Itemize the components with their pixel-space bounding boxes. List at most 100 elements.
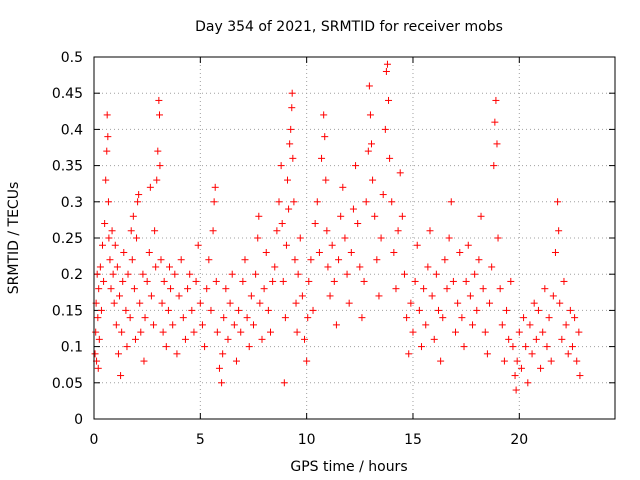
data-point xyxy=(100,277,108,285)
data-point xyxy=(422,321,430,329)
data-point xyxy=(511,372,519,380)
data-point xyxy=(492,96,500,104)
data-point xyxy=(556,299,564,307)
data-point xyxy=(362,198,370,206)
data-point xyxy=(303,357,311,365)
data-point xyxy=(201,343,209,351)
data-point xyxy=(503,306,511,314)
data-point xyxy=(207,306,215,314)
data-point xyxy=(118,328,126,336)
data-point xyxy=(296,234,304,242)
data-point xyxy=(337,212,345,220)
data-point xyxy=(103,147,111,155)
data-point xyxy=(318,154,326,162)
data-point xyxy=(104,133,112,141)
data-point xyxy=(160,277,168,285)
data-point xyxy=(488,263,496,271)
data-point xyxy=(323,227,331,235)
data-point xyxy=(534,306,542,314)
data-point xyxy=(500,357,508,365)
data-point xyxy=(267,328,275,336)
data-point xyxy=(388,198,396,206)
data-point xyxy=(479,285,487,293)
data-point xyxy=(286,140,294,148)
data-point xyxy=(113,263,121,271)
data-point xyxy=(428,292,436,300)
data-point xyxy=(369,176,377,184)
data-point xyxy=(135,191,143,199)
data-point xyxy=(321,133,329,141)
data-point xyxy=(252,270,260,278)
data-point xyxy=(573,357,581,365)
data-point xyxy=(224,335,232,343)
data-point xyxy=(232,357,240,365)
data-point xyxy=(498,321,506,329)
data-point xyxy=(262,248,270,256)
data-point xyxy=(281,314,289,322)
data-point xyxy=(122,306,130,314)
data-point xyxy=(107,285,115,293)
data-point xyxy=(103,111,111,119)
data-point xyxy=(111,241,119,249)
data-point xyxy=(289,154,297,162)
data-point xyxy=(169,321,177,329)
data-point xyxy=(173,350,181,358)
data-point xyxy=(322,176,330,184)
data-point xyxy=(505,335,513,343)
data-point xyxy=(381,125,389,133)
data-point xyxy=(313,198,321,206)
data-point xyxy=(243,314,251,322)
data-point xyxy=(235,306,243,314)
data-point xyxy=(203,285,211,293)
data-point xyxy=(255,212,263,220)
data-point xyxy=(405,350,413,358)
data-point xyxy=(513,357,521,365)
data-point xyxy=(430,335,438,343)
data-point xyxy=(400,270,408,278)
data-point xyxy=(383,60,391,68)
data-point xyxy=(549,292,557,300)
data-point xyxy=(439,314,447,322)
data-point xyxy=(120,248,128,256)
data-point xyxy=(458,314,466,322)
data-point xyxy=(477,212,485,220)
data-point xyxy=(112,321,120,329)
data-point xyxy=(539,328,547,336)
data-point xyxy=(424,263,432,271)
data-point xyxy=(562,321,570,329)
data-point xyxy=(315,248,323,256)
data-point xyxy=(141,314,149,322)
data-point xyxy=(104,198,112,206)
data-point xyxy=(432,270,440,278)
y-tick-labels: 0 0.05 0.1 0.15 0.2 0.25 0.3 0.35 0.4 0.45 0.5 xyxy=(52,50,83,428)
y-tick-label: 0.15 xyxy=(52,303,83,319)
data-point xyxy=(356,263,364,271)
data-point xyxy=(152,263,160,271)
data-point xyxy=(292,299,300,307)
plot-frame xyxy=(93,56,616,420)
data-point xyxy=(368,140,376,148)
data-point xyxy=(341,234,349,242)
data-point xyxy=(131,335,139,343)
data-point xyxy=(558,335,566,343)
data-point xyxy=(522,343,530,351)
data-point xyxy=(97,306,105,314)
data-point xyxy=(128,256,136,264)
data-point xyxy=(247,292,255,300)
data-point xyxy=(360,277,368,285)
data-point xyxy=(140,357,148,365)
data-point xyxy=(364,147,372,155)
data-point xyxy=(454,299,462,307)
data-point xyxy=(239,277,247,285)
data-point xyxy=(305,277,313,285)
data-point xyxy=(188,306,196,314)
data-point xyxy=(226,299,234,307)
data-point xyxy=(481,328,489,336)
x-tick-label: 15 xyxy=(404,432,422,448)
data-point xyxy=(133,234,141,242)
data-point xyxy=(517,364,525,372)
data-point xyxy=(354,220,362,228)
data-point xyxy=(260,285,268,293)
data-point xyxy=(366,111,374,119)
